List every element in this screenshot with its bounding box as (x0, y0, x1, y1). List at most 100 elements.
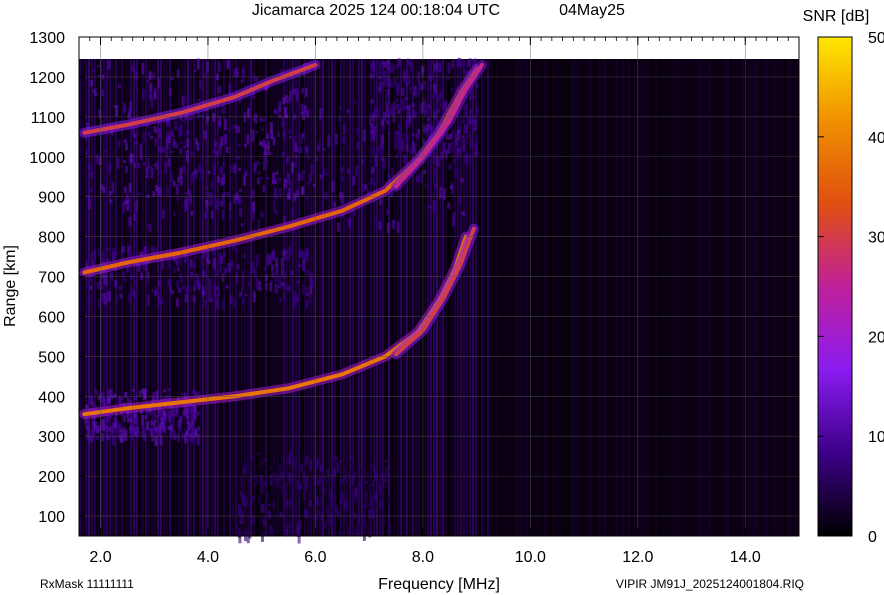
diffuse-echo (423, 110, 427, 116)
noise-column (607, 59, 609, 536)
diffuse-echo (265, 157, 269, 167)
diffuse-echo (159, 435, 163, 445)
diffuse-echo (98, 299, 102, 310)
diffuse-echo (241, 493, 245, 506)
diffuse-echo (95, 154, 99, 165)
diffuse-echo (462, 139, 466, 152)
diffuse-echo (152, 391, 156, 404)
noise-column (313, 59, 315, 536)
diffuse-echo (357, 464, 361, 468)
diffuse-echo (287, 500, 291, 505)
diffuse-echo (134, 141, 138, 146)
diffuse-echo (272, 500, 276, 510)
diffuse-echo (184, 293, 188, 303)
colorbar-ticks: 0 10 20 30 40 50 (818, 30, 884, 546)
diffuse-echo (370, 124, 374, 130)
noise-column (532, 59, 534, 536)
noise-column (451, 59, 453, 536)
diffuse-echo (197, 282, 201, 290)
diffuse-echo (300, 112, 304, 115)
diffuse-echo (353, 100, 357, 104)
diffuse-echo (254, 161, 258, 168)
noise-column (316, 59, 318, 536)
y-tick-label: 300 (38, 429, 65, 446)
minor-ticks (89, 37, 800, 41)
diffuse-echo (324, 192, 328, 200)
diffuse-echo (152, 191, 156, 197)
diffuse-echo (143, 389, 146, 400)
diffuse-echo (235, 192, 239, 200)
diffuse-echo (186, 130, 189, 135)
noise-column (592, 59, 594, 536)
diffuse-echo (413, 111, 417, 118)
diffuse-echo (197, 99, 201, 102)
diffuse-echo (321, 472, 325, 483)
diffuse-echo (322, 147, 326, 151)
diffuse-echo (346, 109, 350, 114)
diffuse-echo (423, 170, 427, 174)
diffuse-echo (386, 209, 390, 216)
diffuse-echo (278, 177, 282, 181)
x-tick-label: 12.0 (622, 549, 653, 566)
diffuse-echo (352, 525, 356, 537)
diffuse-echo (303, 253, 307, 262)
diffuse-echo (350, 464, 354, 469)
diffuse-echo (225, 285, 229, 289)
diffuse-echo (142, 428, 146, 436)
diffuse-echo (85, 425, 89, 431)
diffuse-echo (343, 475, 346, 479)
diffuse-echo (361, 183, 365, 192)
diffuse-echo (344, 475, 348, 485)
diffuse-echo (305, 485, 309, 491)
diffuse-echo (191, 433, 195, 445)
y-axis-label: Range [km] (2, 245, 19, 327)
noise-column (289, 59, 291, 536)
noise-column (760, 59, 762, 536)
diffuse-echo (336, 461, 339, 474)
diffuse-echo (262, 139, 266, 148)
diffuse-echo (472, 127, 476, 132)
diffuse-echo (100, 281, 104, 290)
diffuse-echo (371, 131, 375, 137)
diffuse-echo (226, 262, 230, 266)
diffuse-echo (146, 271, 150, 278)
diffuse-echo (296, 479, 300, 490)
diffuse-echo (178, 288, 182, 293)
diffuse-echo (129, 410, 133, 422)
diffuse-echo (447, 202, 451, 209)
diffuse-echo (101, 420, 105, 427)
diffuse-echo (401, 87, 405, 96)
diffuse-echo (317, 145, 320, 152)
diffuse-echo (236, 156, 240, 160)
noise-column (631, 59, 633, 536)
noise-column (331, 59, 333, 536)
diffuse-echo (284, 107, 288, 119)
diffuse-echo (184, 200, 188, 212)
diffuse-echo (235, 72, 239, 77)
diffuse-echo (237, 126, 240, 133)
diffuse-echo (167, 410, 171, 415)
diffuse-echo (288, 129, 292, 134)
diffuse-echo (161, 409, 165, 421)
diffuse-echo (361, 487, 365, 491)
diffuse-echo (128, 182, 132, 193)
diffuse-echo (110, 426, 114, 439)
diffuse-echo (434, 91, 438, 95)
diffuse-echo (141, 415, 145, 426)
noise-column (520, 59, 522, 536)
diffuse-echo (317, 141, 321, 148)
diffuse-echo (112, 434, 116, 446)
diffuse-echo (402, 98, 405, 111)
diffuse-echo (432, 167, 436, 176)
diffuse-echo (296, 190, 300, 198)
diffuse-echo (207, 170, 211, 174)
diffuse-echo (157, 279, 161, 287)
diffuse-echo (199, 80, 202, 90)
diffuse-echo (331, 457, 335, 460)
diffuse-echo (469, 88, 473, 100)
diffuse-echo (175, 144, 179, 149)
diffuse-echo (251, 261, 254, 274)
diffuse-echo (151, 432, 155, 442)
diffuse-echo (194, 280, 198, 288)
